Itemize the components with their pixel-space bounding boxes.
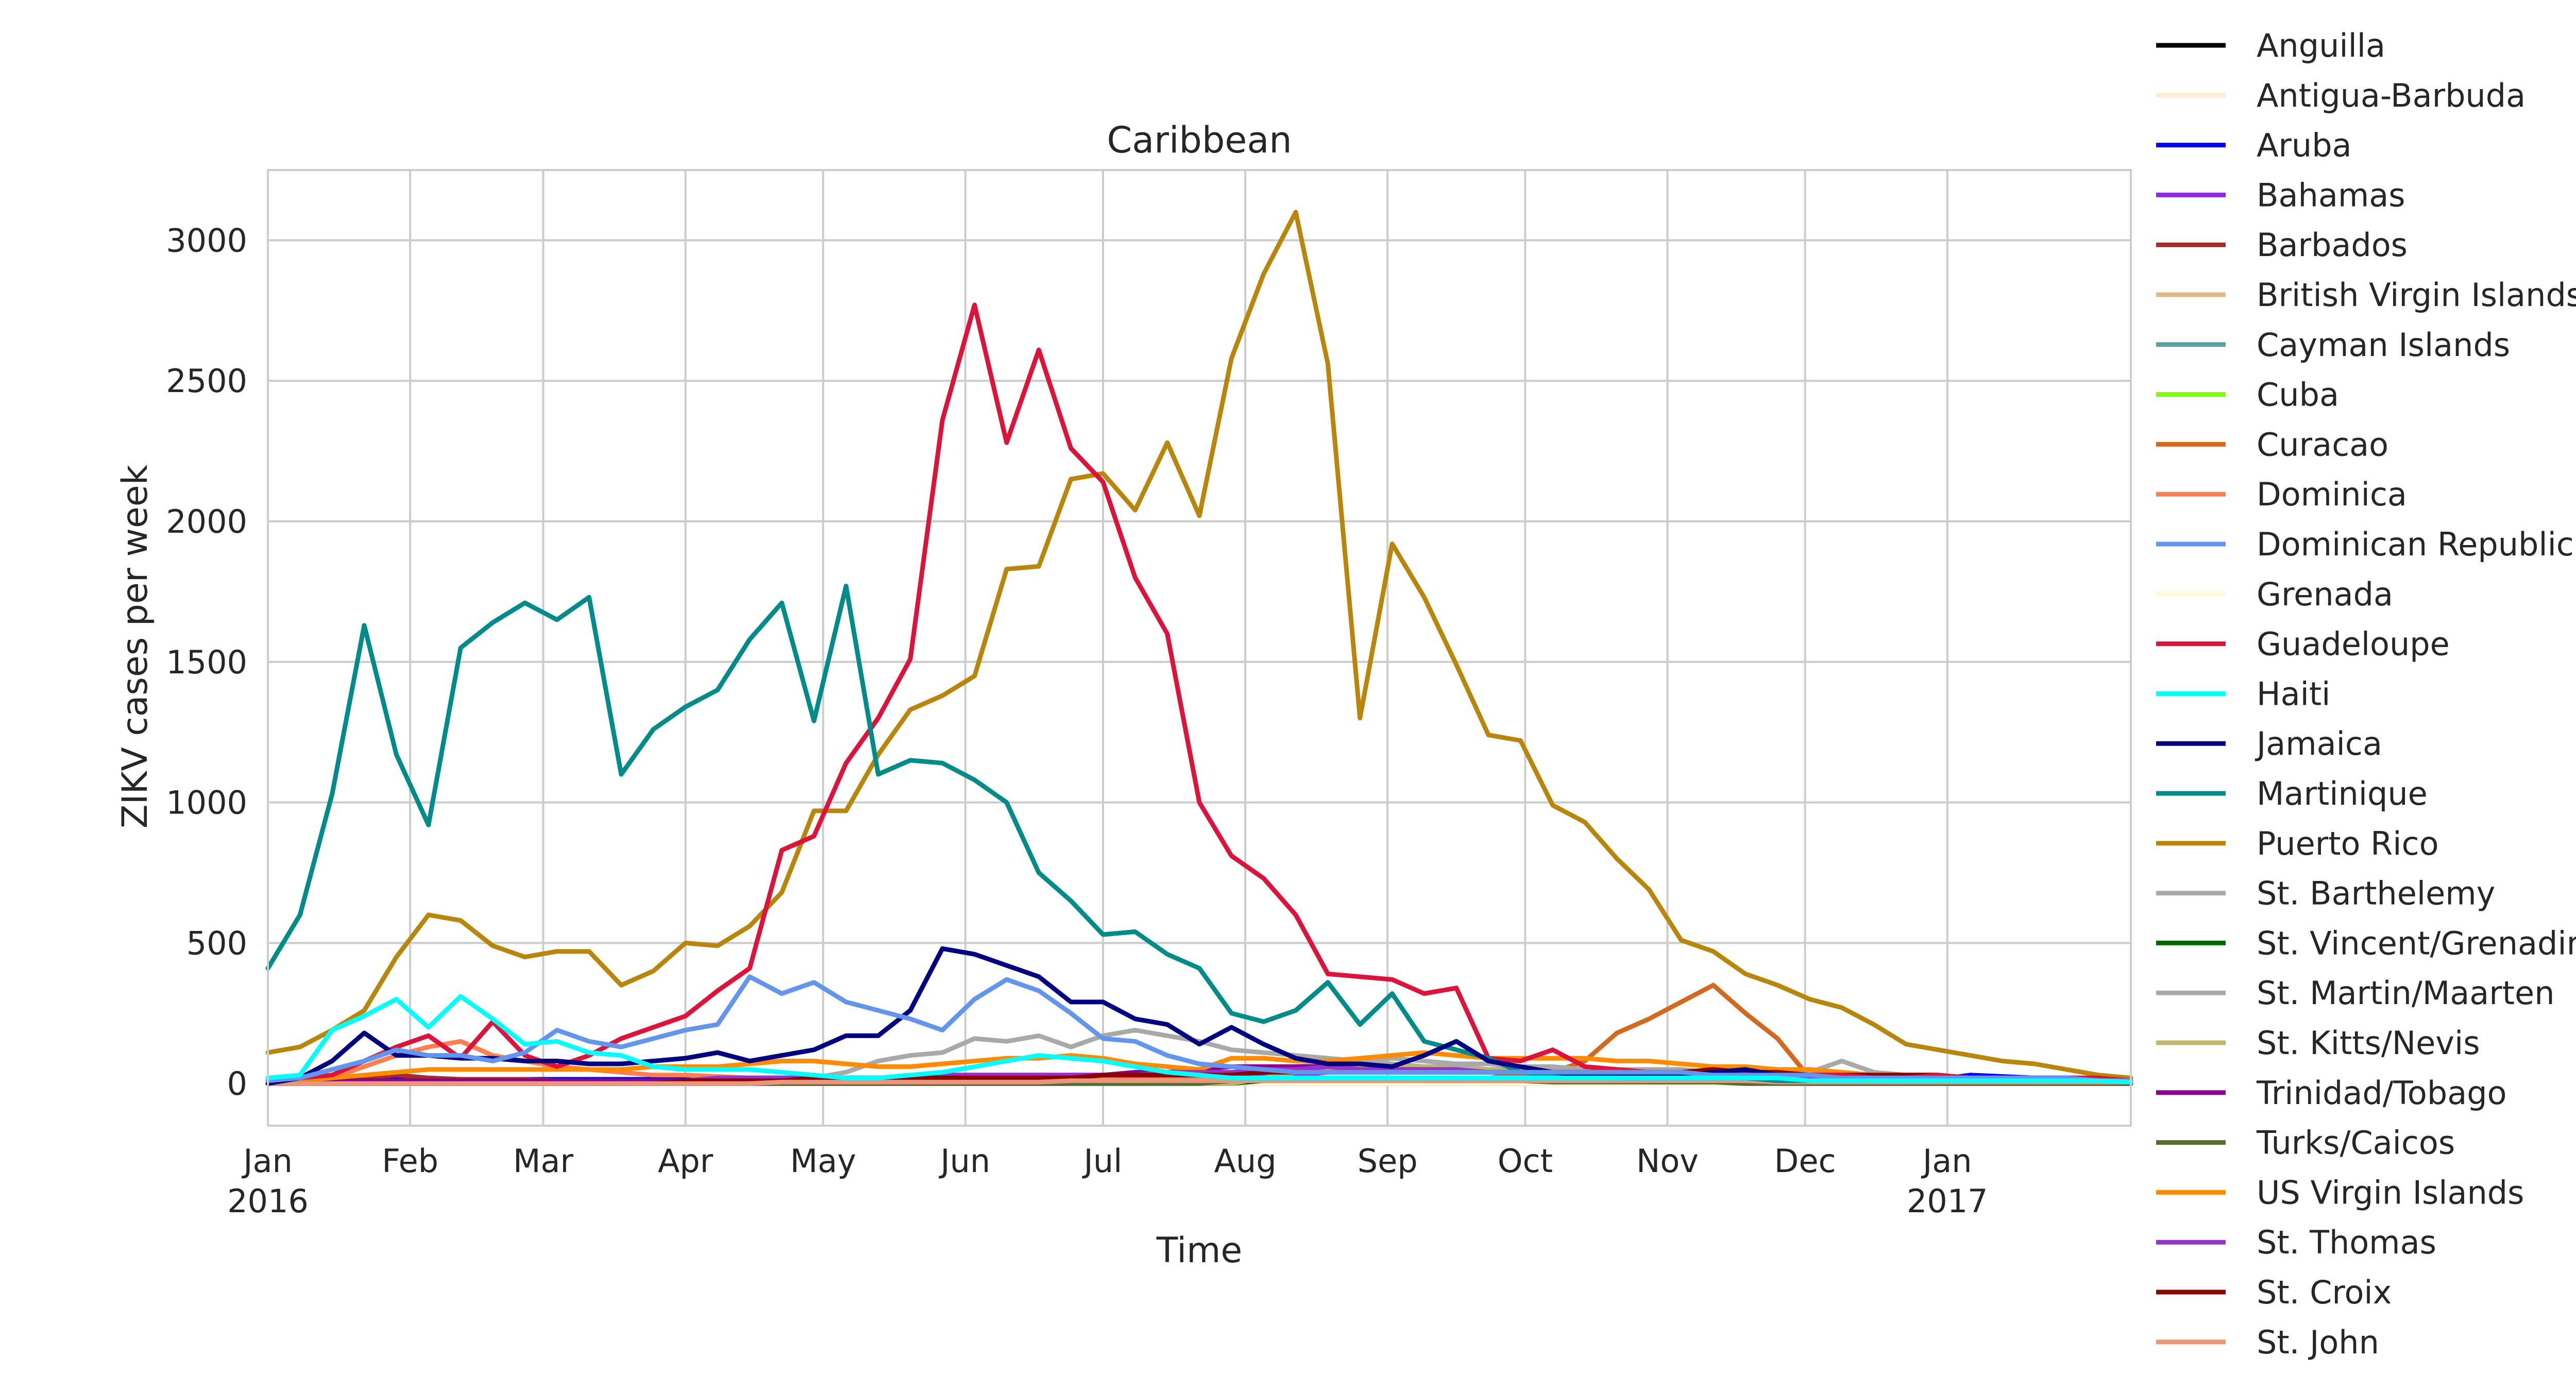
legend-label-aruba: Aruba: [2257, 127, 2352, 164]
chart-title: Caribbean: [1107, 119, 1292, 161]
legend-label-guadeloupe: Guadeloupe: [2257, 625, 2450, 663]
legend-label-british-virgin-islands: British Virgin Islands: [2257, 276, 2576, 314]
legend-label-bahamas: Bahamas: [2257, 176, 2405, 214]
x-axis-label: Time: [1156, 1230, 1242, 1271]
y-tick-label: 2500: [166, 362, 247, 400]
x-tick-label: Jan: [241, 1142, 293, 1180]
legend-label-st-john: St. John: [2257, 1324, 2379, 1361]
x-tick-label: Sep: [1358, 1142, 1418, 1180]
legend-label-antigua-barbuda: Antigua-Barbuda: [2257, 77, 2526, 114]
legend-label-curacao: Curacao: [2257, 426, 2388, 463]
x-tick-label: Dec: [1774, 1142, 1836, 1180]
legend-label-jamaica: Jamaica: [2255, 725, 2382, 762]
chart-series: [265, 210, 2133, 1086]
x-tick-label: Aug: [1214, 1142, 1277, 1180]
legend-label-turks-caicos: Turks/Caicos: [2256, 1124, 2455, 1162]
legend-label-cayman-islands: Cayman Islands: [2257, 326, 2510, 364]
x-tick-label: Nov: [1636, 1142, 1699, 1180]
x-tick-label: May: [790, 1142, 856, 1180]
plot-frame: [267, 169, 2132, 1127]
legend-label-anguilla: Anguilla: [2257, 27, 2385, 64]
x-tick-label: Jun: [938, 1142, 990, 1180]
series-line-haiti: [265, 994, 2133, 1084]
legend-label-dominica: Dominica: [2257, 476, 2407, 513]
series-line-puerto-rico: [265, 210, 2133, 1080]
legend-label-st-martin-maarten: St. Martin/Maarten: [2257, 974, 2555, 1012]
y-tick-label: 3000: [166, 222, 247, 259]
y-tick-labels: 0 500 1000 1500 2000 2500 3000: [166, 222, 247, 1102]
y-tick-label: 500: [187, 924, 247, 962]
legend-label-st-barthelemy: St. Barthelemy: [2257, 875, 2495, 912]
legend-label-st-kitts-nevis: St. Kitts/Nevis: [2257, 1024, 2480, 1062]
y-axis-label: ZIKV cases per week: [115, 464, 156, 828]
legend-label-cuba: Cuba: [2257, 376, 2339, 414]
legend-label-grenada: Grenada: [2257, 575, 2393, 613]
y-tick-label: 2000: [166, 503, 247, 540]
series-line-dominican-republic: [265, 974, 2133, 1083]
legend-label-st-croix: St. Croix: [2257, 1274, 2392, 1311]
series-line-us-virgin-islands: [265, 1050, 2133, 1086]
legend-label-us-virgin-islands: US Virgin Islands: [2257, 1174, 2524, 1211]
x-tick-label: Jan: [1921, 1142, 1972, 1180]
y-tick-label: 1000: [166, 784, 247, 822]
legend-label-haiti: Haiti: [2257, 675, 2330, 713]
x-tick-sublabel: 2017: [1907, 1182, 1988, 1220]
x-tick-label: Mar: [513, 1142, 573, 1180]
x-tick-label: Jul: [1082, 1142, 1123, 1180]
y-tick-label: 0: [227, 1065, 247, 1102]
y-tick-label: 1500: [166, 643, 247, 681]
legend-label-st-vincent-grenadines: St. Vincent/Grenadines: [2257, 924, 2576, 962]
x-tick-label: Feb: [382, 1142, 438, 1180]
legend-label-martinique: Martinique: [2257, 775, 2428, 812]
legend-label-st-thomas: St. Thomas: [2257, 1224, 2436, 1261]
chart-legend: Anguilla Antigua-Barbuda Aruba Bahamas Barba…: [2156, 27, 2576, 1361]
legend-label-dominican-republic: Dominican Republic: [2257, 525, 2574, 563]
x-tick-sublabel: 2016: [227, 1182, 309, 1220]
x-tick-label: Oct: [1498, 1142, 1553, 1180]
legend-label-trinidad-tobago: Trinidad/Tobago: [2256, 1074, 2507, 1112]
legend-label-barbados: Barbados: [2257, 226, 2408, 264]
x-tick-label: Apr: [658, 1142, 714, 1180]
legend-label-puerto-rico: Puerto Rico: [2257, 825, 2439, 862]
